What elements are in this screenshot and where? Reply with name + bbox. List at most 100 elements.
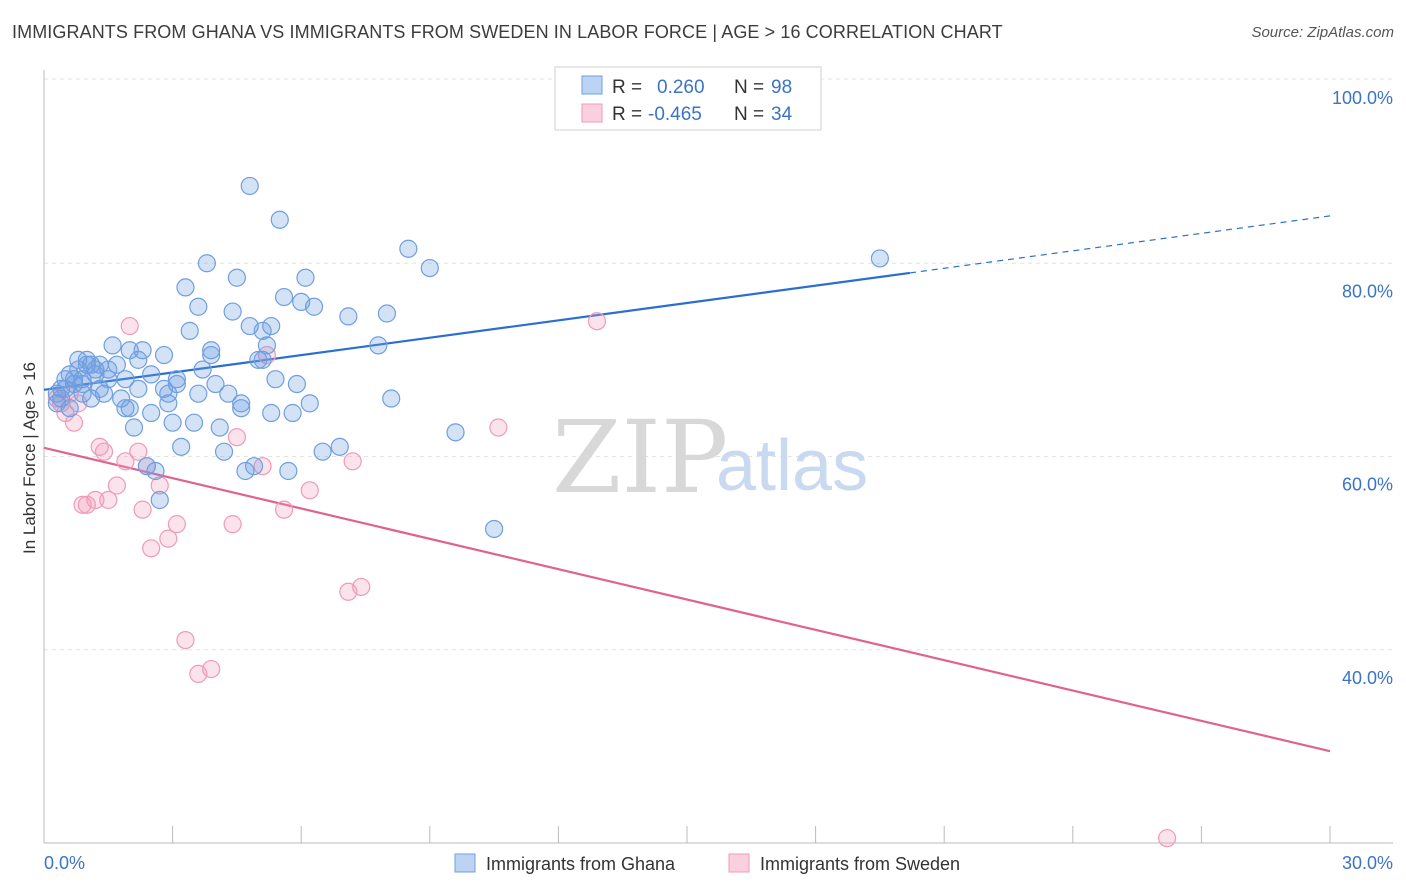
data-point-sweden bbox=[1158, 829, 1177, 848]
bottom-legend-swatch-sweden bbox=[728, 853, 750, 873]
data-point-ghana bbox=[313, 442, 332, 461]
data-point-ghana bbox=[377, 304, 397, 323]
data-point-ghana bbox=[304, 297, 324, 316]
data-point-ghana bbox=[236, 461, 255, 481]
data-point-ghana bbox=[154, 345, 174, 365]
data-point-ghana bbox=[330, 437, 349, 456]
data-point-ghana bbox=[244, 457, 264, 476]
stats-legend: R = 0.260 N = 98 R = -0.465 N = 34 bbox=[554, 66, 822, 131]
data-point-ghana bbox=[137, 457, 156, 476]
data-point-ghana bbox=[210, 418, 229, 437]
y-tick-label: 40.0% bbox=[1342, 668, 1393, 688]
data-point-ghana bbox=[64, 370, 84, 389]
data-point-ghana bbox=[214, 442, 234, 461]
y-tick-label: 60.0% bbox=[1342, 475, 1393, 495]
x-tick-label-max: 30.0% bbox=[1342, 853, 1393, 873]
data-point-sweden bbox=[99, 490, 118, 510]
data-point-ghana bbox=[172, 437, 191, 456]
data-point-ghana bbox=[253, 350, 272, 369]
data-point-sweden bbox=[223, 515, 242, 534]
trend-line-sweden bbox=[43, 446, 1331, 753]
data-point-ghana bbox=[485, 519, 504, 539]
data-point-ghana bbox=[382, 389, 401, 408]
data-point-sweden bbox=[274, 500, 294, 519]
data-point-sweden bbox=[129, 442, 148, 461]
data-point-ghana bbox=[142, 365, 161, 384]
watermark: ZIP atlas bbox=[552, 399, 868, 516]
bottom-legend-ghana: Immigrants from Ghana bbox=[486, 854, 676, 874]
data-point-ghana bbox=[266, 370, 285, 389]
data-point-ghana bbox=[124, 418, 144, 437]
data-point-ghana bbox=[257, 336, 277, 355]
y-tick-labels: 40.0% 60.0% 80.0% 100.0% bbox=[1332, 88, 1393, 688]
data-point-sweden bbox=[116, 452, 135, 471]
data-point-sweden bbox=[86, 490, 105, 510]
data-point-ghana bbox=[94, 384, 114, 403]
legend-n-value-sweden: 34 bbox=[771, 104, 793, 125]
data-point-sweden bbox=[343, 452, 362, 471]
data-point-sweden bbox=[489, 418, 508, 437]
y-tick-label: 100.0% bbox=[1332, 88, 1393, 108]
trend-line-ghana-extension bbox=[909, 215, 1331, 274]
data-point-sweden bbox=[176, 630, 195, 650]
x-tick-label-min: 0.0% bbox=[44, 853, 85, 873]
data-point-sweden bbox=[64, 413, 84, 432]
data-point-ghana bbox=[60, 399, 79, 418]
data-point-sweden bbox=[352, 577, 371, 597]
legend-r-value-ghana: 0.260 bbox=[657, 77, 705, 98]
data-point-ghana bbox=[116, 399, 135, 418]
data-point-ghana bbox=[279, 461, 298, 481]
data-point-ghana bbox=[446, 423, 465, 442]
watermark-atlas: atlas bbox=[716, 426, 868, 506]
data-point-sweden bbox=[133, 500, 152, 519]
data-point-ghana bbox=[189, 384, 208, 403]
axes bbox=[43, 70, 1393, 844]
data-point-ghana bbox=[129, 379, 148, 398]
data-point-ghana bbox=[99, 370, 118, 389]
data-point-ghana bbox=[369, 336, 388, 355]
data-point-sweden bbox=[300, 481, 319, 500]
data-point-ghana bbox=[270, 210, 289, 229]
y-axis-label: In Labor Force | Age > 16 bbox=[20, 362, 39, 554]
data-point-ghana bbox=[232, 399, 251, 418]
watermark-zip: ZIP bbox=[552, 399, 728, 516]
data-point-sweden bbox=[159, 529, 178, 548]
data-point-ghana bbox=[219, 384, 238, 403]
data-point-ghana bbox=[120, 341, 139, 360]
data-point-sweden bbox=[167, 515, 186, 534]
data-point-ghana bbox=[249, 350, 268, 369]
data-point-ghana bbox=[223, 302, 242, 321]
trend-line-ghana bbox=[43, 271, 911, 391]
data-point-ghana bbox=[197, 254, 216, 273]
data-point-sweden bbox=[120, 316, 139, 336]
data-point-ghana bbox=[227, 268, 246, 287]
data-point-ghana bbox=[184, 413, 204, 432]
data-point-sweden bbox=[77, 495, 96, 514]
data-point-sweden bbox=[587, 312, 607, 331]
legend-n-label-ghana: N = bbox=[734, 77, 764, 98]
data-point-ghana bbox=[274, 287, 294, 307]
data-point-ghana bbox=[240, 176, 259, 196]
data-point-ghana bbox=[339, 307, 358, 326]
data-point-ghana bbox=[189, 297, 208, 316]
data-point-ghana bbox=[206, 374, 225, 394]
data-point-ghana bbox=[232, 394, 251, 413]
data-point-sweden bbox=[107, 476, 126, 495]
trend-lines bbox=[43, 215, 1331, 753]
data-point-ghana bbox=[420, 258, 439, 278]
legend-r-label-ghana: R = bbox=[612, 77, 642, 98]
data-point-sweden bbox=[150, 476, 169, 495]
data-point-ghana bbox=[240, 316, 259, 336]
legend-n-label-sweden: N = bbox=[734, 104, 764, 125]
data-point-ghana bbox=[870, 249, 890, 268]
data-point-ghana bbox=[202, 341, 221, 360]
data-point-ghana bbox=[283, 403, 302, 423]
data-point-ghana bbox=[167, 370, 186, 389]
data-point-ghana bbox=[73, 384, 92, 403]
data-point-ghana bbox=[202, 345, 221, 365]
data-point-ghana bbox=[82, 355, 101, 374]
data-point-ghana bbox=[262, 403, 281, 423]
data-point-sweden bbox=[202, 659, 221, 679]
data-point-ghana bbox=[262, 316, 281, 336]
legend-r-value-sweden: -0.465 bbox=[648, 104, 702, 125]
